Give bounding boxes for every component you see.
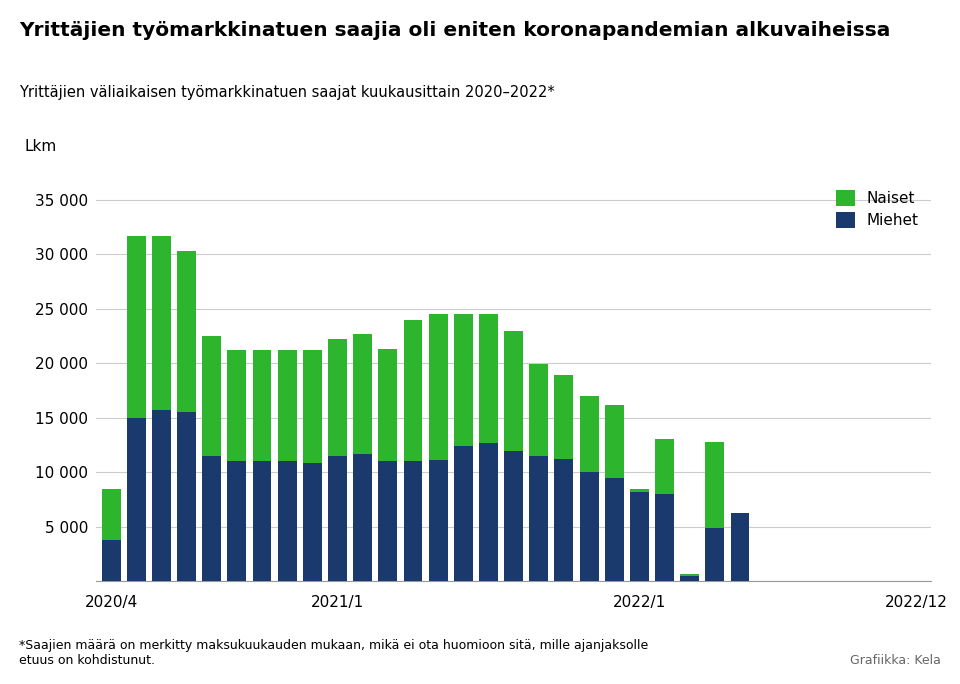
Bar <box>655 438 674 494</box>
Bar <box>605 405 624 478</box>
Bar <box>102 488 121 540</box>
Bar <box>403 462 422 581</box>
Bar <box>353 334 372 453</box>
Bar <box>504 330 523 451</box>
Bar <box>303 462 322 581</box>
Bar <box>454 314 472 446</box>
Bar <box>555 459 573 581</box>
Bar <box>252 350 272 462</box>
Bar <box>403 319 422 462</box>
Bar <box>681 574 699 576</box>
Bar <box>277 462 297 581</box>
Bar <box>228 462 247 581</box>
Bar <box>203 456 221 581</box>
Bar <box>152 410 171 581</box>
Bar <box>429 460 447 581</box>
Text: Yrittäjien työmarkkinatuen saajia oli eniten koronapandemian alkuvaiheissa: Yrittäjien työmarkkinatuen saajia oli en… <box>19 21 891 40</box>
Bar <box>529 365 548 456</box>
Bar <box>605 478 624 581</box>
Bar <box>630 492 649 581</box>
Legend: Naiset, Miehet: Naiset, Miehet <box>831 185 924 233</box>
Bar <box>378 349 397 462</box>
Bar <box>479 314 498 443</box>
Bar <box>178 251 196 412</box>
Bar <box>252 462 272 581</box>
Bar <box>504 451 523 581</box>
Text: Yrittäjien väliaikaisen työmarkkinatuen saajat kuukausittain 2020–2022*: Yrittäjien väliaikaisen työmarkkinatuen … <box>19 86 555 101</box>
Bar <box>303 350 322 462</box>
Bar <box>228 350 247 462</box>
Bar <box>127 418 146 581</box>
Bar <box>454 446 472 581</box>
Bar <box>178 412 196 581</box>
Bar <box>203 336 221 456</box>
Bar <box>655 494 674 581</box>
Bar <box>152 236 171 410</box>
Text: Grafiikka: Kela: Grafiikka: Kela <box>850 654 941 667</box>
Bar <box>353 453 372 581</box>
Bar <box>555 376 573 459</box>
Text: *Saajien määrä on merkitty maksukuukauden mukaan, mikä ei ota huomioon sitä, mil: *Saajien määrä on merkitty maksukuukaude… <box>19 639 648 667</box>
Bar <box>529 456 548 581</box>
Bar <box>378 462 397 581</box>
Bar <box>706 442 724 528</box>
Bar <box>630 488 649 492</box>
Bar <box>681 576 699 581</box>
Bar <box>429 314 447 460</box>
Bar <box>580 396 598 473</box>
Bar <box>706 528 724 581</box>
Bar <box>127 236 146 418</box>
Bar <box>277 350 297 462</box>
Bar <box>328 339 347 456</box>
Bar <box>479 443 498 581</box>
Text: Lkm: Lkm <box>24 139 57 154</box>
Bar <box>328 456 347 581</box>
Bar <box>102 540 121 581</box>
Bar <box>731 513 750 581</box>
Bar <box>580 473 598 581</box>
